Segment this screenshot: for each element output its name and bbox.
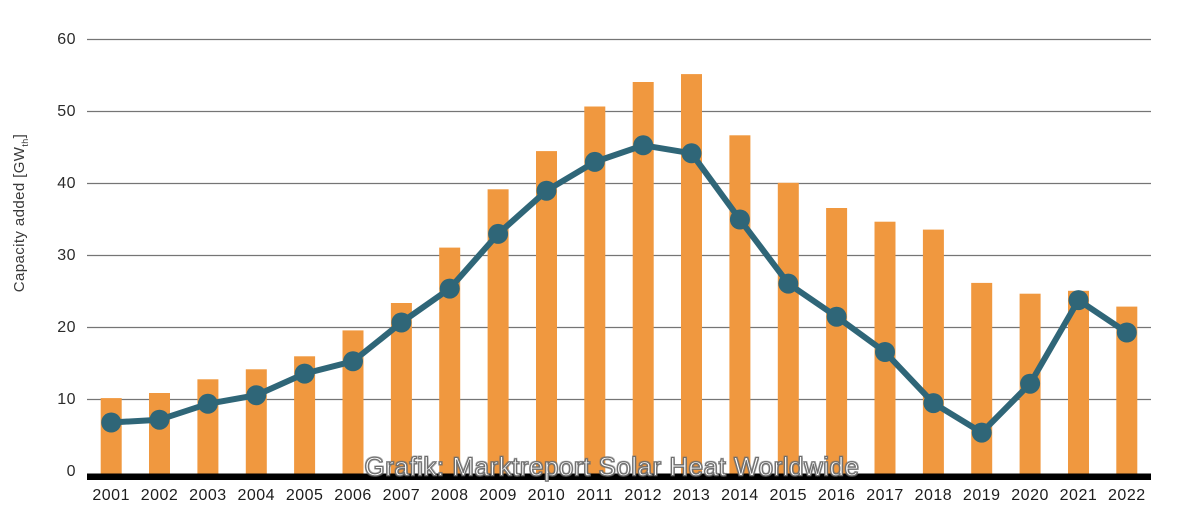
trend-line bbox=[108, 142, 1130, 436]
line-point-2002 bbox=[149, 409, 170, 430]
bar-2013 bbox=[681, 74, 702, 474]
x-tick-2014: 2014 bbox=[721, 487, 759, 504]
bar-2003 bbox=[197, 379, 219, 474]
x-tick-2011: 2011 bbox=[576, 487, 614, 504]
line-point-2014 bbox=[729, 209, 750, 230]
x-tick-2013: 2013 bbox=[672, 487, 711, 504]
x-tick-2008: 2008 bbox=[430, 487, 469, 504]
y-tick-60: 60 bbox=[57, 30, 76, 48]
line-point-2019 bbox=[971, 422, 992, 443]
x-tick-2016: 2016 bbox=[817, 487, 856, 504]
y-tick-20: 20 bbox=[57, 318, 76, 336]
line-point-2021 bbox=[1068, 290, 1089, 311]
x-tick-2010: 2010 bbox=[527, 487, 566, 504]
y-axis-title: Capacity added [GWth] bbox=[11, 13, 33, 413]
bar-2001 bbox=[100, 398, 122, 474]
line-point-2009 bbox=[488, 223, 509, 244]
x-tick-2009: 2009 bbox=[479, 487, 517, 504]
line-point-2005 bbox=[294, 363, 315, 384]
x-tick-2006: 2006 bbox=[334, 487, 372, 504]
line-point-2013 bbox=[681, 143, 702, 164]
line-point-2006 bbox=[343, 351, 363, 372]
line-point-2015 bbox=[778, 273, 799, 294]
bar-2022 bbox=[1116, 306, 1138, 474]
x-tick-2005: 2005 bbox=[285, 487, 324, 504]
bar-2018 bbox=[922, 229, 944, 474]
line-point-2022 bbox=[1116, 322, 1137, 343]
x-tick-2003: 2003 bbox=[189, 487, 227, 504]
y-tick-0: 0 bbox=[66, 462, 76, 480]
line-point-2010 bbox=[536, 180, 557, 201]
bar-2009 bbox=[487, 189, 509, 474]
bar-2008 bbox=[439, 247, 461, 474]
x-tick-2019: 2019 bbox=[962, 487, 1001, 504]
y-axis-title-subscript: th bbox=[20, 138, 30, 147]
line-point-2017 bbox=[875, 342, 895, 362]
x-tick-2004: 2004 bbox=[237, 487, 276, 504]
x-tick-2017: 2017 bbox=[866, 487, 904, 504]
x-tick-2002: 2002 bbox=[140, 487, 179, 504]
line-point-2012 bbox=[633, 135, 654, 156]
bar-2011 bbox=[584, 106, 606, 474]
y-tick-40: 40 bbox=[57, 174, 76, 192]
y-tick-50: 50 bbox=[57, 102, 76, 120]
x-tick-2018: 2018 bbox=[914, 487, 953, 504]
line-point-2001 bbox=[101, 412, 122, 433]
bar-2015 bbox=[777, 182, 799, 474]
x-tick-2012: 2012 bbox=[624, 487, 662, 504]
y-tick-30: 30 bbox=[57, 246, 76, 264]
watermark-text: Grafik: Marktreport Solar Heat Worldwide bbox=[364, 451, 860, 482]
x-tick-2022: 2022 bbox=[1108, 487, 1146, 504]
x-tick-2021: 2021 bbox=[1059, 487, 1098, 504]
y-tick-10: 10 bbox=[57, 390, 76, 408]
line-point-2007 bbox=[391, 312, 412, 333]
x-tick-2020: 2020 bbox=[1011, 487, 1049, 504]
bar-2016 bbox=[826, 208, 848, 474]
bar-2005 bbox=[294, 356, 316, 474]
bar-2002 bbox=[149, 393, 170, 474]
line-point-2011 bbox=[584, 151, 605, 172]
x-tick-2001: 2001 bbox=[92, 487, 130, 504]
line-point-2016 bbox=[826, 306, 847, 327]
bar-2004 bbox=[245, 369, 267, 474]
bar-2007 bbox=[390, 303, 412, 474]
y-axis-title-text: Capacity added [GW bbox=[11, 146, 28, 293]
bar-2014 bbox=[729, 135, 751, 474]
y-axis-title-suffix: ] bbox=[11, 133, 28, 139]
bar-2019 bbox=[971, 282, 993, 474]
x-axis-line bbox=[87, 473, 1151, 480]
line-point-2018 bbox=[923, 393, 944, 414]
line-point-2003 bbox=[197, 393, 218, 414]
x-tick-2015: 2015 bbox=[769, 487, 808, 504]
bar-2010 bbox=[536, 151, 557, 474]
line-point-2004 bbox=[246, 385, 267, 406]
line-point-2008 bbox=[439, 278, 460, 299]
bar-2012 bbox=[632, 82, 654, 474]
line-point-2020 bbox=[1020, 373, 1041, 394]
x-tick-2007: 2007 bbox=[382, 487, 421, 504]
bar-2021 bbox=[1068, 290, 1089, 474]
